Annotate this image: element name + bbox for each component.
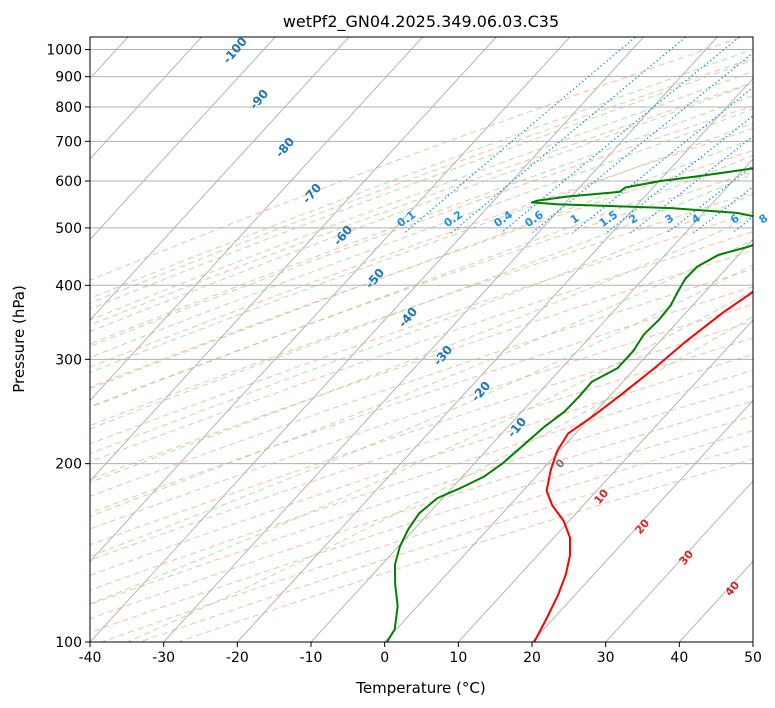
mixing-ratio-line (500, 37, 741, 234)
y-tick-label: 400 (55, 278, 82, 294)
y-axis-title: Pressure (hPa) (10, 285, 28, 393)
x-tick-label: -20 (226, 650, 249, 666)
chart-title: wetPf2_GN04.2025.349.06.03.C35 (283, 12, 559, 32)
y-tick-label: 100 (55, 635, 82, 651)
dry-adiabat-line (90, 268, 753, 497)
dry-adiabat-line (90, 171, 753, 408)
x-axis-title: Temperature (°C) (355, 679, 485, 697)
mixing-ratio-line (531, 51, 753, 234)
y-tick-label: 700 (55, 134, 82, 150)
moist-adiabat-line (90, 70, 753, 321)
dry-adiabat-line (90, 211, 753, 445)
dry-adiabat-line (90, 286, 753, 514)
plot-frame (89, 36, 754, 643)
x-tick-label: 20 (523, 650, 541, 666)
dry-adiabat-line (90, 105, 753, 348)
y-tick-label: 900 (55, 70, 82, 86)
dry-adiabat-line (90, 37, 744, 281)
x-tick-label: -30 (152, 650, 175, 666)
x-tick-label: 0 (380, 650, 389, 666)
isotherm-line (604, 480, 753, 642)
y-tick-label: 1000 (46, 43, 82, 59)
moist-adiabat-line (90, 122, 753, 373)
dry-adiabat-line (90, 369, 753, 591)
y-tick-label: 300 (55, 352, 82, 368)
isotherm-line (310, 158, 753, 642)
x-tick-label: -10 (300, 650, 323, 666)
dry-adiabat-line (90, 385, 753, 605)
isotherm-line (90, 37, 571, 563)
isotherm-line (90, 37, 645, 642)
axes: -40 -30 -20 -10 0 10 20 30 40 50 1000 900 800 700 600 5… (46, 43, 762, 666)
isotherm-line (162, 37, 718, 642)
y-tick-label: 500 (55, 221, 82, 237)
dry-adiabat-line (90, 320, 753, 546)
x-tick-label: 10 (449, 650, 467, 666)
isotherm-line (383, 238, 753, 642)
moist-adiabat-line (90, 59, 753, 310)
moist-adiabat-line (90, 48, 753, 299)
moist-adiabat-line (90, 264, 753, 558)
isotherm-line (90, 37, 203, 160)
x-tick-label: 50 (744, 650, 762, 666)
dry-adiabat-line (90, 231, 753, 463)
moist-adiabat-line (90, 193, 753, 455)
isotherm-line (90, 37, 424, 402)
dry-adiabat-line (90, 82, 753, 326)
y-tick-label: 800 (55, 100, 82, 116)
moist-adiabat-line (90, 289, 753, 605)
y-tick-label: 600 (55, 174, 82, 190)
series-layer (386, 167, 753, 642)
y-tick-label: 200 (55, 457, 82, 473)
isotherm-line (90, 37, 276, 241)
isotherm-line (90, 37, 350, 321)
dry-adiabat-line (90, 128, 753, 368)
background-lines (90, 37, 753, 642)
moist-adiabat-line (90, 173, 753, 430)
moist-adiabat-line (90, 95, 753, 345)
isotherm-line (90, 37, 497, 482)
isotherm-line (531, 399, 753, 642)
moist-adiabat-line (90, 108, 753, 359)
x-tick-label: 40 (670, 650, 688, 666)
moist-adiabat-line (90, 154, 753, 409)
temperature-profile-line (533, 290, 753, 642)
dry-adiabat-line (90, 353, 753, 576)
x-tick-label: 30 (597, 650, 615, 666)
mixing-ratio-line (666, 164, 753, 234)
dry-adiabat-line (90, 57, 753, 304)
dewpoint-profile-line (386, 167, 753, 642)
mixing-ratio-line (404, 37, 637, 234)
x-tick-label: -40 (79, 650, 102, 666)
